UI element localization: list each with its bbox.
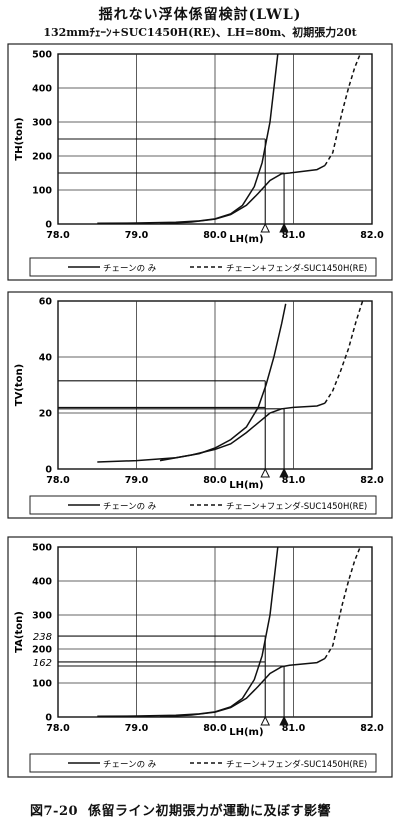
- filled-triangle-marker: [279, 467, 289, 478]
- y-tick-label: 500: [32, 50, 52, 61]
- series-line-dashed: [324, 301, 364, 404]
- y-tick-label: 60: [39, 297, 53, 308]
- y-axis-label: TA(ton): [14, 611, 25, 653]
- chart-svg: 78.0 79.0 80.0 81.0 82.0 0 20 40 60 TV(ton) LH(m) チ…: [7, 291, 393, 519]
- x-tick-label: 81.0: [282, 723, 306, 734]
- x-tick-label: 80.0: [203, 723, 227, 734]
- legend-label-chain: チェーンの み: [103, 760, 157, 770]
- x-tick-label: 78.0: [46, 475, 70, 486]
- x-tick-label: 80.0: [203, 475, 227, 486]
- y-tick-label: 0: [45, 713, 52, 724]
- x-tick-label: 82.0: [360, 723, 384, 734]
- x-tick-label: 78.0: [46, 230, 70, 241]
- x-tick-label: 82.0: [360, 475, 384, 486]
- y-tick-label: 200: [32, 152, 52, 163]
- y-tick-label: 300: [32, 611, 52, 622]
- figure-caption: 図7-20 係留ライン初期張力が運動に及ぼす影響: [30, 800, 390, 819]
- x-tick-label: 79.0: [125, 230, 149, 241]
- y-annotation-label: 162: [33, 658, 52, 669]
- series-line: [97, 303, 287, 463]
- x-tick-label: 81.0: [282, 230, 306, 241]
- y-tick-label: 20: [39, 409, 53, 420]
- figure-title: 揺れない浮体係留検討(LWL): [98, 7, 302, 23]
- y-tick-label: 100: [32, 186, 52, 197]
- chart-frame: [7, 536, 393, 778]
- series-line-dashed: [324, 54, 361, 166]
- y-tick-label: 400: [32, 577, 52, 588]
- legend-box: [29, 257, 377, 277]
- y-tick-label: 200: [32, 645, 52, 656]
- open-triangle-marker: [260, 467, 271, 478]
- y-tick-label: 300: [32, 118, 52, 129]
- x-tick-label: 79.0: [125, 475, 149, 486]
- figure-subtitle: 132mmﾁｪｰﾝ+SUC1450H(RE)、LH=80m、初期張力20t: [43, 26, 357, 39]
- chart-ta-panel: 78.0 79.0 80.0 81.0 82.0 0 100 200 300 400 500 238 1…: [0, 532, 400, 782]
- y-tick-label: 0: [45, 465, 52, 476]
- chart-frame: [7, 291, 393, 519]
- legend-label-chain: チェーンの み: [103, 264, 157, 274]
- x-tick-label: 80.0: [203, 230, 227, 241]
- filled-triangle-marker: [279, 715, 289, 726]
- y-tick-label: 100: [32, 679, 52, 690]
- y-tick-label: 400: [32, 84, 52, 95]
- x-tick-label: 82.0: [360, 230, 384, 241]
- x-axis-label: LH(m): [229, 480, 263, 491]
- chart-th-panel: 78.0 79.0 80.0 81.0 82.0 0 100 200 300 400 500 TH(t…: [0, 42, 400, 284]
- chart-tv-panel: 78.0 79.0 80.0 81.0 82.0 0 20 40 60 TV(ton) LH(m) チ…: [0, 290, 400, 522]
- legend-label-chain-fender: チェーン+フェンダ-SUC1450H(RE): [226, 759, 367, 770]
- series-line: [97, 54, 279, 224]
- caption-number: 図7-20: [30, 804, 79, 819]
- legend-label-chain: チェーンの み: [103, 502, 157, 512]
- chart-svg: 78.0 79.0 80.0 81.0 82.0 0 100 200 300 400 500 238 1…: [7, 536, 393, 778]
- y-axis-label: TH(ton): [14, 117, 25, 160]
- x-tick-label: 81.0: [282, 475, 306, 486]
- legend-label-chain-fender: チェーン+フェンダ-SUC1450H(RE): [226, 263, 367, 274]
- series-line-dashed: [324, 547, 361, 659]
- x-tick-label: 78.0: [46, 723, 70, 734]
- y-tick-label: 40: [39, 353, 53, 364]
- caption-text: 係留ライン初期張力が運動に及ぼす影響: [88, 804, 332, 819]
- x-axis-label: LH(m): [229, 234, 263, 245]
- x-axis-label: LH(m): [229, 727, 263, 738]
- legend-box: [29, 753, 377, 773]
- y-tick-label: 500: [32, 543, 52, 554]
- series-line: [159, 164, 326, 224]
- chart-frame: [7, 43, 393, 281]
- series-line: [159, 402, 326, 462]
- y-annotation-label: 238: [33, 632, 52, 643]
- x-tick-label: 79.0: [125, 723, 149, 734]
- series-line: [97, 547, 279, 717]
- filled-triangle-marker: [279, 222, 289, 233]
- legend-label-chain-fender: チェーン+フェンダ-SUC1450H(RE): [226, 501, 367, 512]
- chart-svg: 78.0 79.0 80.0 81.0 82.0 0 100 200 300 400 500 TH(t…: [7, 43, 393, 281]
- open-triangle-marker: [260, 715, 271, 726]
- open-triangle-marker: [260, 222, 271, 233]
- legend-box: [29, 495, 377, 515]
- y-axis-label: TV(ton): [14, 364, 25, 406]
- series-line: [159, 657, 326, 717]
- y-tick-label: 0: [45, 220, 52, 231]
